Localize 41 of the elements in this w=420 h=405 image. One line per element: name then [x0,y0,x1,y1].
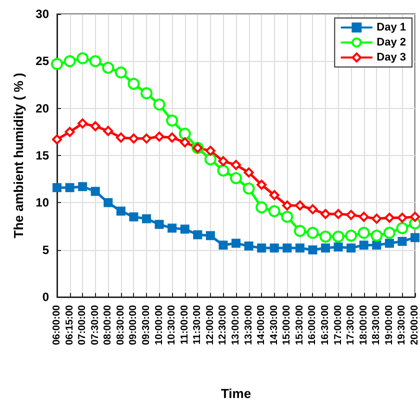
legend-label: Day 2 [376,36,406,48]
x-tick-label: 15:30:00 [294,304,306,346]
legend-label: Day 3 [376,52,406,64]
x-tick-label: 20:00:00 [410,304,420,346]
x-tick-label: 12:00:00 [204,304,216,346]
x-tick-label: 19:30:00 [396,304,408,346]
x-tick-label: 11:30:00 [192,304,204,344]
x-tick-label: 17:30:00 [346,304,357,346]
x-tick-label: 08:30:00 [115,304,126,346]
x-tick-label: 10:30:00 [166,304,178,346]
x-tick-label: 18:30:00 [371,304,382,346]
x-tick-label: 11:00:00 [179,304,190,344]
y-tick-label: 0 [42,290,50,304]
x-tick-label: 17:00:00 [332,304,344,346]
x-axis-title: Time [220,386,252,401]
x-tick-label: 16:30:00 [320,304,331,346]
y-tick-label: 10 [36,196,50,210]
y-tick-label: 20 [36,101,50,116]
x-tick-label: 10:00:00 [154,304,165,346]
x-tick-label: 09:30:00 [141,304,152,346]
legend-label: Day 1 [376,22,406,34]
x-tick-label: 15:00:00 [282,304,293,346]
x-tick-label: 14:30:00 [268,304,280,346]
x-tick-label: 07:00:00 [77,304,88,346]
y-tick-label: 15 [36,148,50,162]
x-tick-label: 13:30:00 [243,304,254,346]
y-axis-title: The ambient humidity ( % ) [10,72,26,238]
y-tick-label: 25 [36,54,50,68]
y-tick-label: 30 [36,7,50,21]
y-tick-label: 5 [42,242,50,257]
x-tick-label: 14:00:00 [256,304,268,346]
x-tick-label: 16:00:00 [307,304,318,346]
x-tick-label: 18:00:00 [358,304,370,346]
x-tick-label: 06:00:00 [52,304,62,346]
x-tick-label: 19:00:00 [384,304,395,346]
x-tick-label: 09:00:00 [128,304,140,346]
x-tick-label: 06:15:00 [64,304,76,346]
x-tick-label: 07:30:00 [90,304,101,346]
x-tick-label: 12:30:00 [218,304,229,346]
x-tick-label: 13:00:00 [230,304,242,346]
x-tick-label: 08:00:00 [102,304,114,346]
